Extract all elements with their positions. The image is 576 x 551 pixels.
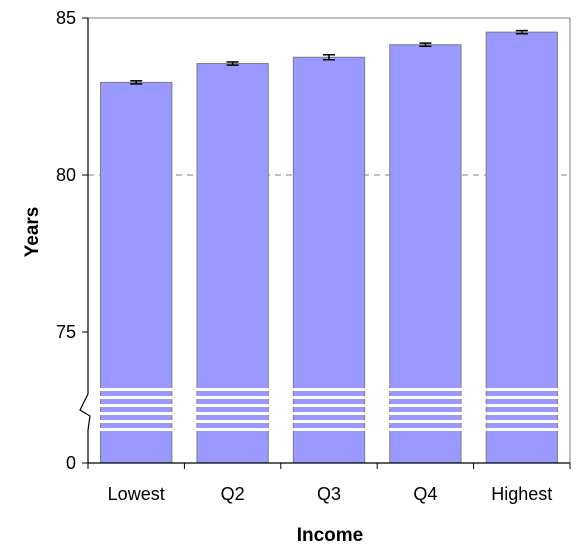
bar-highest (485, 31, 558, 464)
axis-break-stripe (195, 412, 270, 415)
y-tick-label: 85 (56, 8, 76, 28)
axis-break-stripe (292, 404, 366, 407)
axes (79, 17, 571, 469)
bar-q4 (389, 44, 462, 464)
tick-labels: Lowest Q2 Q3 Q4 Highest 75 80 85 0 (56, 8, 552, 504)
axis-break-stripe (485, 388, 559, 391)
axis-break-stripe (99, 404, 173, 407)
y-axis-break-mark (79, 393, 91, 431)
x-tick-label: Q3 (317, 484, 341, 504)
axis-break-stripe (388, 404, 463, 407)
axis-break-stripe (99, 412, 173, 415)
axis-break-stripe (195, 396, 270, 399)
axis-break-stripe (99, 388, 173, 391)
axis-break-stripe (388, 396, 463, 399)
axis-break-stripe (388, 420, 463, 423)
axis-break-stripe (485, 420, 559, 423)
axis-break-stripe (195, 420, 270, 423)
x-tick-label: Q4 (413, 484, 437, 504)
y-tick-label: 80 (56, 165, 76, 185)
axis-break-stripe (388, 412, 463, 415)
bar-q3 (292, 56, 366, 464)
axis-break-stripe (292, 420, 366, 423)
axis-break-stripe (292, 428, 366, 431)
bar-q2 (196, 63, 269, 464)
axis-break-stripe (99, 428, 173, 431)
axis-break-stripe (292, 388, 366, 391)
x-tick-label: Lowest (108, 484, 165, 504)
axis-break-stripe (485, 428, 559, 431)
axis-break-stripe (195, 404, 270, 407)
axis-break-stripe (485, 404, 559, 407)
x-tick-label: Highest (491, 484, 552, 504)
axis-break-stripe (388, 388, 463, 391)
axis-break-stripe (292, 412, 366, 415)
axis-break-stripe (99, 396, 173, 399)
axis-break-stripe (485, 412, 559, 415)
y-tick-label: 75 (56, 322, 76, 342)
axis-break-stripe (99, 420, 173, 423)
y-axis-title: Years (22, 207, 43, 258)
axis-break-stripe (388, 428, 463, 431)
x-axis-title: Income (297, 525, 364, 546)
bar-lowest (100, 81, 173, 464)
bars (99, 29, 559, 464)
axis-break-stripe (485, 396, 559, 399)
axis-break-stripe (195, 428, 270, 431)
axis-break-stripe (195, 388, 270, 391)
x-tick-label: Q2 (221, 484, 245, 504)
axis-break-stripe (292, 396, 366, 399)
y-tick-label: 0 (66, 453, 76, 473)
